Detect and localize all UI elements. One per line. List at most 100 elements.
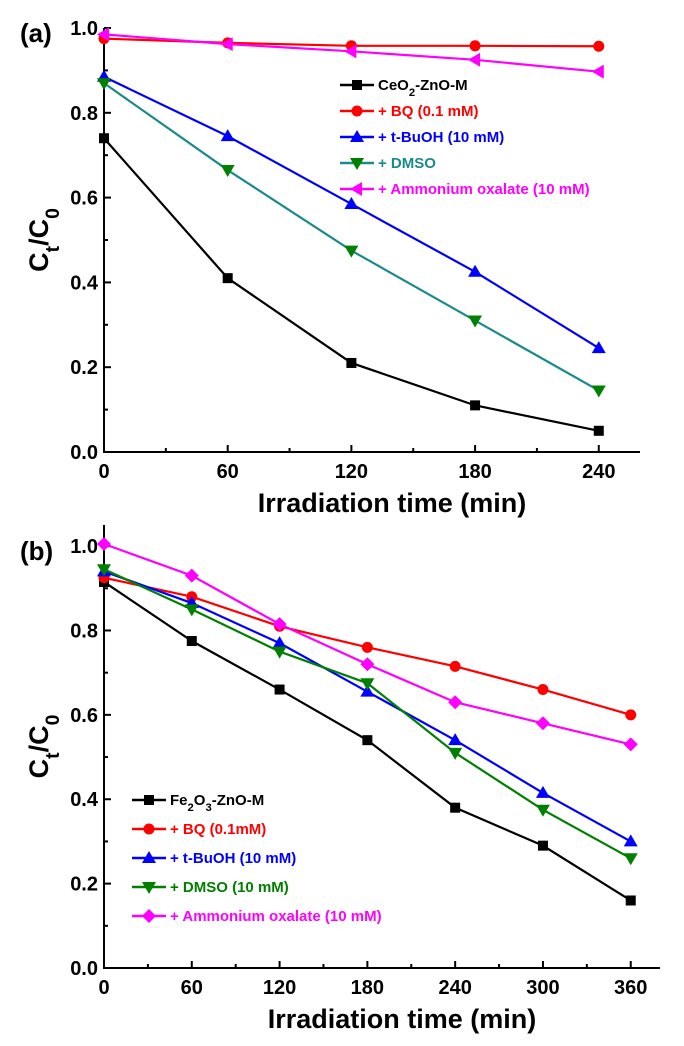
legend-label: + DMSO (10 mM)	[170, 879, 289, 896]
legend-marker	[350, 158, 364, 170]
data-point	[360, 657, 375, 672]
data-point	[623, 853, 638, 866]
data-point	[468, 315, 483, 328]
data-point	[535, 716, 550, 731]
data-point	[344, 245, 359, 258]
series-line	[103, 82, 600, 392]
series-line	[103, 75, 600, 350]
x-tick-label: 300	[526, 977, 559, 999]
data-point	[272, 646, 287, 659]
series-ceo2-zno-m	[99, 133, 604, 436]
series-dmso	[97, 78, 606, 398]
series-bq-0-1mm	[98, 572, 637, 721]
legend-label: + t-BuOH (10 mM)	[378, 129, 504, 146]
y-tick-label: 0.6	[70, 188, 98, 210]
data-point	[344, 44, 357, 59]
data-point	[360, 678, 375, 691]
y-tick-label: 0.0	[70, 442, 98, 464]
data-point	[97, 564, 111, 577]
series-ammonium-oxalate-10-mm	[97, 27, 604, 79]
x-tick-label: 240	[582, 461, 615, 483]
data-point	[591, 64, 604, 79]
panel-label: (b)	[20, 536, 53, 566]
axis-lines	[103, 28, 640, 453]
chart-panel-a: 0 60 120 180 240 0.0 0.2 0.4 0.6 0.8 1.0 (a) Irradia…	[20, 18, 640, 518]
legend-marker	[352, 80, 362, 90]
data-point	[186, 636, 197, 647]
data-point	[272, 617, 287, 632]
data-point	[468, 264, 483, 277]
data-point	[591, 341, 606, 354]
y-axis-title: Ct/C0	[24, 714, 64, 778]
data-point	[97, 536, 111, 551]
legend-label: + Ammonium oxalate (10 mM)	[378, 181, 590, 198]
x-tick-label: 60	[217, 461, 239, 483]
data-point	[220, 165, 235, 178]
data-point	[625, 709, 637, 721]
legend-label: + DMSO	[378, 155, 436, 172]
legend-marker	[350, 182, 362, 196]
series-t-buoh-10-mm	[97, 69, 606, 354]
legend-marker	[144, 795, 154, 805]
data-point	[625, 895, 636, 906]
y-tick-label: 1.0	[70, 18, 98, 40]
x-tick-label: 60	[181, 977, 203, 999]
x-tick-label: 0	[98, 977, 109, 999]
series-fe2o3-zno-m	[99, 576, 636, 906]
data-point	[99, 133, 109, 144]
data-point	[470, 400, 481, 411]
data-point	[362, 735, 373, 746]
y-axis-title: Ct/C0	[24, 208, 64, 272]
data-point	[448, 733, 463, 746]
legend-marker	[142, 882, 156, 894]
y-tick-label: 0.0	[70, 958, 98, 980]
legend-marker	[350, 130, 364, 142]
axis-lines	[103, 525, 660, 969]
data-point	[537, 684, 549, 696]
x-tick-label: 120	[335, 461, 368, 483]
series-line	[103, 568, 632, 860]
y-tick-label: 0.4	[70, 272, 99, 294]
data-point	[535, 804, 550, 817]
y-tick-label: 0.6	[70, 705, 98, 727]
y-tick-label: 0.2	[70, 874, 98, 896]
data-point	[272, 636, 287, 649]
data-point	[623, 834, 638, 847]
data-point	[591, 385, 606, 398]
data-point	[274, 684, 285, 695]
legend-label: Fe2O3-ZnO-M	[170, 792, 264, 814]
series-dmso-10-mm	[97, 564, 638, 866]
data-point	[448, 747, 463, 760]
legend: Fe2O3-ZnO-M + BQ (0.1mM) + t-BuOH (10 mM) +…	[132, 792, 382, 925]
y-tick-label: 1.0	[70, 536, 98, 558]
legend-marker	[143, 823, 155, 835]
data-point	[184, 568, 199, 583]
panel-label: (a)	[20, 18, 52, 48]
data-point	[344, 196, 359, 209]
x-axis-title: Irradiation time (min)	[268, 1004, 537, 1034]
data-point	[623, 737, 638, 752]
data-point	[184, 604, 199, 617]
data-point	[449, 660, 461, 672]
y-tick-label: 0.8	[70, 620, 98, 642]
data-point	[222, 273, 233, 284]
data-point	[593, 425, 604, 436]
x-tick-label: 120	[263, 977, 296, 999]
data-point	[220, 37, 233, 52]
x-tick-label: 180	[458, 461, 491, 483]
legend: CeO2-ZnO-M + BQ (0.1 mM) + t-BuOH (10 mM) +…	[340, 77, 590, 198]
legend-marker	[351, 105, 363, 117]
data-point	[360, 684, 375, 697]
x-tick-label: 180	[351, 977, 384, 999]
data-point	[220, 129, 235, 142]
data-point	[97, 78, 111, 91]
x-axis-title: Irradiation time (min)	[258, 488, 527, 518]
series-ammonium-oxalate-10-mm	[97, 536, 638, 752]
data-point	[535, 785, 550, 798]
data-point	[593, 40, 605, 52]
x-tick-label: 240	[438, 977, 471, 999]
legend-marker	[142, 851, 156, 863]
data-point	[97, 27, 109, 42]
data-point	[346, 357, 357, 368]
